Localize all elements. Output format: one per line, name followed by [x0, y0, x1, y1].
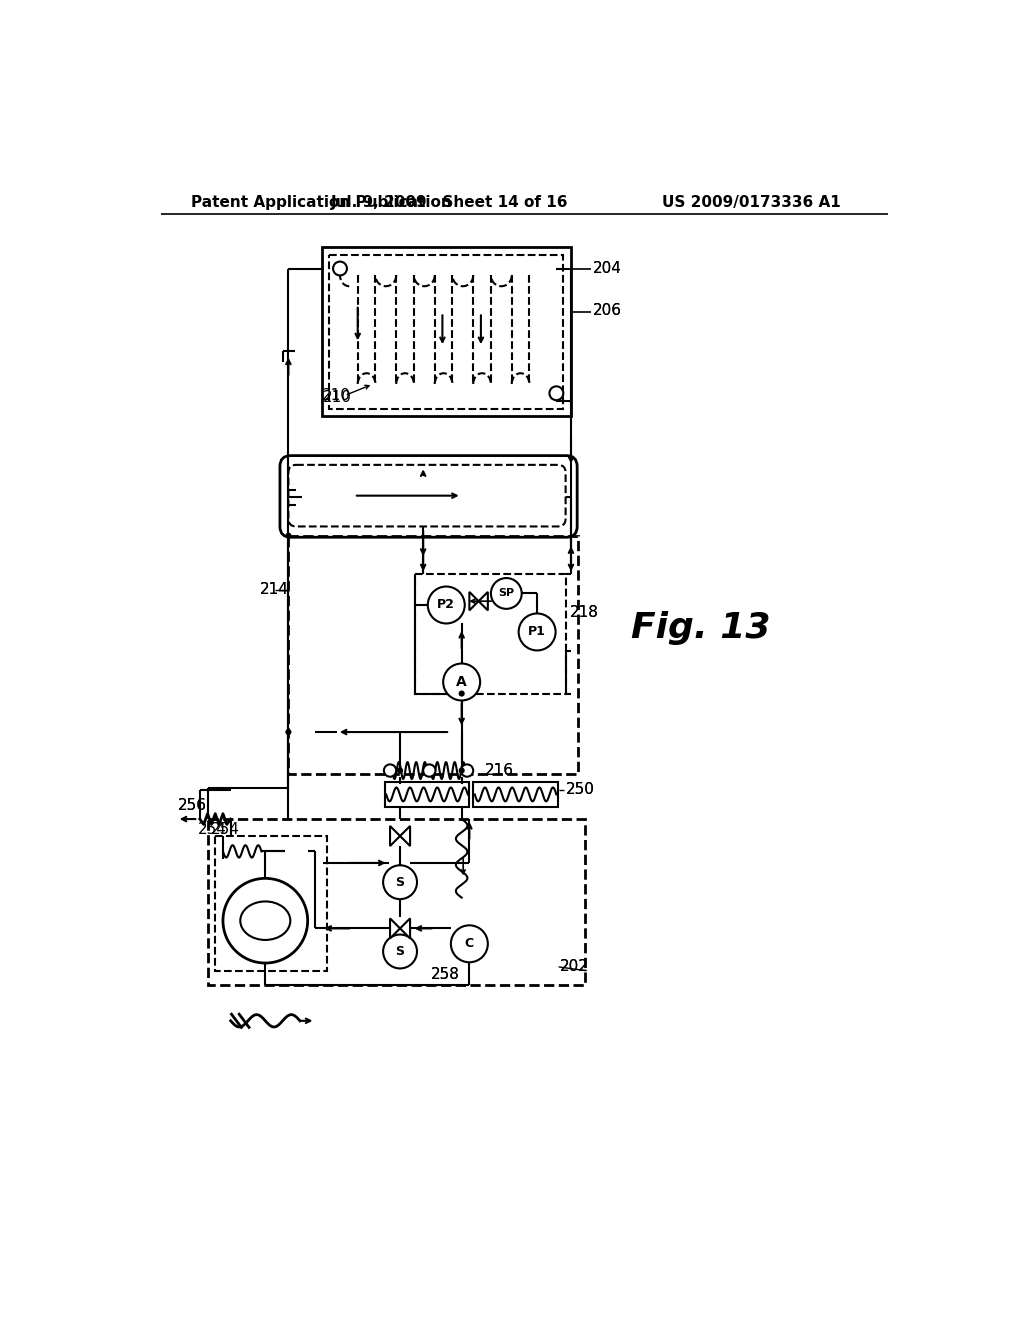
Bar: [416, 574, 565, 693]
Circle shape: [423, 764, 435, 776]
Text: US 2009/0173336 A1: US 2009/0173336 A1: [662, 195, 841, 210]
Text: SP: SP: [499, 589, 514, 598]
Bar: [215, 836, 327, 970]
Circle shape: [383, 866, 417, 899]
Text: A: A: [457, 675, 467, 689]
Text: S: S: [395, 945, 404, 958]
Text: 254: 254: [199, 822, 227, 837]
Bar: [385, 781, 469, 807]
Text: 202: 202: [560, 960, 589, 974]
Circle shape: [490, 578, 521, 609]
Circle shape: [518, 614, 556, 651]
Text: Fig. 13: Fig. 13: [631, 611, 770, 645]
Text: C: C: [465, 937, 474, 950]
Circle shape: [451, 925, 487, 962]
Circle shape: [223, 878, 307, 964]
Polygon shape: [390, 919, 400, 939]
Bar: [322, 247, 571, 416]
Polygon shape: [390, 826, 400, 846]
Text: S: S: [395, 875, 404, 888]
Circle shape: [461, 764, 473, 776]
Text: 258: 258: [431, 968, 460, 982]
Circle shape: [443, 664, 480, 701]
Text: 204: 204: [593, 261, 622, 276]
Bar: [473, 781, 558, 807]
Bar: [289, 536, 578, 775]
Text: 202: 202: [560, 960, 589, 974]
Polygon shape: [400, 919, 410, 939]
Circle shape: [459, 767, 465, 774]
Bar: [330, 255, 563, 409]
Circle shape: [428, 586, 465, 623]
Text: 206: 206: [593, 304, 622, 318]
Text: 218: 218: [569, 605, 598, 620]
Text: P1: P1: [528, 626, 546, 639]
Text: 256: 256: [178, 797, 207, 813]
Text: 214: 214: [260, 582, 289, 597]
Polygon shape: [478, 591, 487, 610]
Text: P2: P2: [437, 598, 456, 611]
Text: 214: 214: [260, 582, 289, 597]
Circle shape: [333, 261, 347, 276]
Text: 250: 250: [565, 783, 595, 797]
Text: 218: 218: [569, 605, 598, 620]
Text: 210: 210: [323, 389, 352, 405]
Circle shape: [286, 532, 292, 539]
Circle shape: [459, 690, 465, 697]
Text: Patent Application Publication: Patent Application Publication: [190, 195, 452, 210]
Polygon shape: [400, 826, 410, 846]
Text: 258: 258: [431, 968, 460, 982]
Circle shape: [286, 729, 292, 735]
Circle shape: [383, 935, 417, 969]
Circle shape: [550, 387, 563, 400]
Text: 206: 206: [593, 304, 622, 318]
Text: 216: 216: [484, 763, 514, 777]
Text: 250: 250: [565, 783, 595, 797]
Polygon shape: [469, 591, 478, 610]
Bar: [208, 818, 585, 985]
Text: 256: 256: [178, 797, 207, 813]
Circle shape: [384, 764, 396, 776]
Text: 254: 254: [211, 822, 240, 837]
Text: 216: 216: [484, 763, 514, 777]
Text: Jul. 9, 2009   Sheet 14 of 16: Jul. 9, 2009 Sheet 14 of 16: [332, 195, 569, 210]
Text: 210: 210: [322, 388, 350, 403]
Circle shape: [397, 767, 403, 774]
Ellipse shape: [241, 902, 291, 940]
Text: 204: 204: [593, 261, 622, 276]
